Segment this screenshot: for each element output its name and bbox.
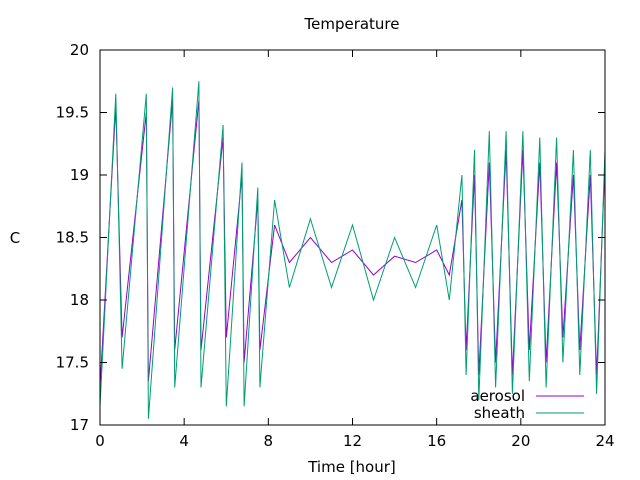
- x-tick-label: 16: [427, 432, 446, 450]
- series-layer: [99, 81, 606, 419]
- series-line-sheath: [99, 81, 606, 419]
- y-axis-title: C: [10, 229, 20, 247]
- legend-label-aerosol: aerosol: [470, 387, 525, 405]
- legend-label-sheath: sheath: [474, 404, 525, 422]
- x-tick-label: 12: [343, 432, 362, 450]
- y-tick-label: 17.5: [56, 354, 89, 372]
- y-tick-label: 18.5: [56, 229, 89, 247]
- y-tick-label: 17: [70, 416, 89, 434]
- axis-layer: 0 4 8 12 16 20 24 17 17.5 18 18.5 19 19.5 20: [56, 41, 615, 450]
- y-tick-label: 19: [70, 166, 89, 184]
- chart-title: Temperature: [303, 15, 399, 33]
- x-tick-label: 0: [95, 432, 105, 450]
- y-tick-label: 20: [70, 41, 89, 59]
- x-tick-label: 8: [264, 432, 274, 450]
- x-tick-label: 24: [595, 432, 614, 450]
- series-line-aerosol: [99, 99, 606, 388]
- y-tick-label: 18: [70, 291, 89, 309]
- y-tick-label: 19.5: [56, 104, 89, 122]
- x-tick-label: 4: [179, 432, 189, 450]
- x-axis-title: Time [hour]: [307, 458, 396, 476]
- x-tick-label: 20: [511, 432, 530, 450]
